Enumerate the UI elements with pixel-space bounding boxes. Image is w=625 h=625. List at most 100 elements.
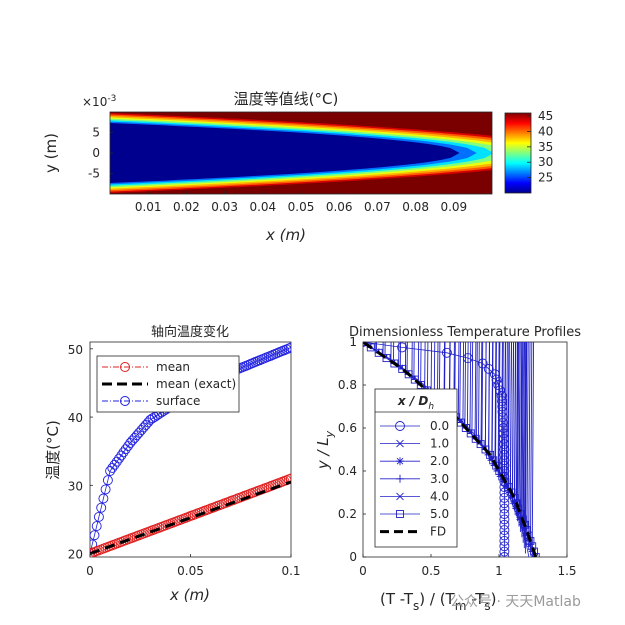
profiles-ylabel: y / Ly	[314, 430, 336, 470]
contour-plot: 0.01 0.02 0.03 0.04 0.05 0.06 0.07 0.08 0.09 5 0 -…	[42, 90, 553, 244]
profile-point	[477, 358, 488, 369]
profile-point	[498, 472, 507, 481]
axial-x-tick-label: 0.05	[177, 564, 204, 578]
surface-point	[98, 493, 109, 504]
profile-point	[410, 375, 419, 384]
axial-y-tick-label: 50	[68, 343, 83, 357]
heat-title: 温度等值线(°C)	[234, 90, 339, 108]
heat-x-tick-label: 0.02	[173, 200, 200, 214]
band-cold-core	[110, 123, 460, 183]
axial-y-tick-label: 40	[68, 411, 83, 425]
surface-point	[250, 357, 261, 367]
legend-label-4.0: 4.0	[430, 489, 449, 503]
axial-x-tick-label: 0.1	[281, 564, 300, 578]
surface-point	[277, 346, 288, 357]
surface-point	[252, 356, 263, 367]
profile-point	[374, 348, 383, 357]
profile-line	[363, 342, 538, 557]
dimensionless-profiles-plot: 0 0.5 1 1.5 1 0.8 0.6 0.4 0.2 0 Dimensionless Tem…	[314, 325, 581, 613]
profiles-y-tick-label: 0.6	[338, 421, 357, 435]
legend-marker-3.0	[396, 474, 404, 483]
colorbar-tick-label: 45	[538, 109, 553, 123]
axial-ylabel: 温度(°C)	[44, 420, 62, 480]
heat-x-tick-label: 0.03	[211, 200, 238, 214]
profiles-legend-box	[374, 388, 458, 548]
profile-point	[398, 364, 407, 373]
profiles-x-tick-label: 0.5	[421, 564, 440, 578]
surface-point	[272, 347, 283, 358]
profiles-x-tick-label: 1	[495, 564, 503, 578]
mean-point	[165, 518, 176, 529]
axial-legend: mean mean (exact) surface	[96, 355, 240, 413]
colorbar	[504, 112, 532, 194]
surface-point	[239, 361, 250, 372]
surface-point	[283, 343, 291, 354]
profile-point	[486, 450, 495, 459]
legend-marker-1.0	[396, 439, 404, 448]
profile-series-FD	[363, 342, 538, 557]
legend-label-3.0: 3.0	[430, 472, 449, 486]
profile-point	[471, 434, 480, 443]
legend-label-2.0: 2.0	[430, 454, 449, 468]
profiles-y-tick-label: 0.2	[338, 507, 357, 521]
axial-temperature-plot: 0 0.05 0.1 50 40 30 20 轴向温度变化 x (m) 温度(°C) mea…	[44, 324, 301, 604]
surface-point	[102, 475, 113, 486]
profiles-legend-items: 0.0 1.0 2.0 3.0 4.0 5.0 FD	[380, 419, 449, 539]
heat-x-tick-label: 0.09	[440, 200, 467, 214]
profile-point	[366, 343, 375, 352]
heat-ylabel: y (m)	[42, 133, 60, 173]
heat-x-tick-label: 0.08	[402, 200, 429, 214]
colorbar-tick-label: 30	[538, 155, 553, 169]
legend-marker-surface	[120, 396, 130, 406]
axial-y-tick-label: 20	[68, 548, 83, 562]
profiles-series	[363, 342, 557, 557]
heat-x-tick-label: 0.05	[288, 200, 315, 214]
profile-point	[499, 541, 510, 552]
profiles-x-tick-label: 0	[359, 564, 367, 578]
mean-point	[138, 528, 149, 539]
legend-label-mean-exact: mean (exact)	[156, 377, 236, 391]
profile-point	[461, 424, 470, 432]
profile-point	[382, 354, 391, 363]
mean-point	[257, 484, 267, 495]
surface-point	[279, 345, 290, 356]
profile-point	[404, 370, 413, 379]
profiles-legend: x / Dh 0.0 1.0 2.0 3.0 4.0 5.0 FD	[374, 388, 458, 548]
profile-point	[476, 440, 485, 449]
legend-marker-0.0	[395, 421, 405, 431]
legend-label-mean: mean	[156, 360, 190, 374]
legend-marker-mean	[120, 362, 130, 372]
profile-point	[416, 381, 425, 389]
contour-bands	[110, 112, 492, 194]
heat-y-tick-label: 0	[92, 146, 100, 160]
profile-point	[390, 359, 399, 368]
surface-point	[91, 521, 102, 532]
profile-point	[466, 429, 475, 438]
heat-x-tick-label: 0.04	[249, 200, 276, 214]
axial-ticks: 0 0.05 0.1 50 40 30 20	[68, 343, 301, 578]
colorbar-tick-label: 25	[538, 171, 553, 185]
profiles-x-tick-label: 1.5	[557, 564, 576, 578]
mean-point	[183, 511, 194, 522]
heat-x-tick-label: 0.01	[135, 200, 162, 214]
profiles-title: Dimensionless Temperature Profiles	[349, 325, 581, 340]
mean-point	[152, 523, 162, 534]
surface-point	[93, 511, 104, 522]
profile-point	[492, 461, 501, 470]
profile-point	[499, 546, 510, 557]
mean-point	[196, 506, 207, 517]
heat-y-exponent: ×10-3	[82, 94, 116, 109]
surface-point	[245, 358, 256, 369]
profile-point	[498, 417, 509, 428]
surface-point	[243, 359, 254, 370]
legend-marker-2.0	[396, 457, 404, 466]
surface-point	[270, 348, 281, 359]
profile-point	[499, 552, 510, 557]
axial-title: 轴向温度变化	[151, 324, 229, 340]
heat-y-tick-label: 5	[92, 126, 100, 140]
mean-point	[243, 489, 254, 500]
legend-label-surface: surface	[156, 394, 200, 408]
heat-x-tick-label: 0.07	[364, 200, 391, 214]
